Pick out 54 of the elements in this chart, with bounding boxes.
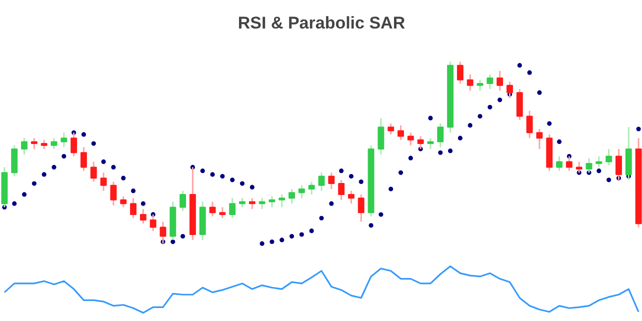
candlestick — [566, 156, 572, 172]
candlestick — [576, 160, 582, 174]
candlestick — [596, 156, 602, 168]
candlestick — [239, 197, 246, 208]
candlestick — [586, 157, 592, 174]
candlestick — [80, 146, 87, 172]
candlestick — [278, 194, 286, 208]
candlestick — [437, 122, 444, 148]
candlestick — [209, 201, 216, 218]
candlestick — [229, 197, 236, 219]
candlestick — [328, 172, 335, 190]
candlestick — [40, 139, 48, 150]
candlestick — [456, 60, 464, 84]
candlestick — [516, 88, 523, 121]
candlestick — [378, 117, 384, 156]
candlestick — [180, 190, 186, 212]
candlestick — [526, 110, 533, 139]
candlestick — [417, 136, 424, 150]
candlestick — [407, 132, 414, 146]
candlestick — [308, 180, 315, 196]
candlestick — [606, 148, 612, 166]
candlestick — [496, 70, 504, 92]
candlestick — [348, 190, 354, 204]
candlestick — [466, 74, 474, 92]
candlestick — [398, 124, 404, 141]
candlestick — [298, 184, 305, 199]
candlestick — [556, 156, 562, 172]
candlestick — [130, 197, 136, 219]
candlestick — [11, 144, 18, 178]
candlestick — [150, 214, 156, 232]
candlestick — [140, 208, 146, 224]
candlestick — [427, 137, 434, 150]
candlestick — [536, 128, 543, 150]
candlestick — [70, 132, 78, 158]
candlestick — [60, 132, 68, 148]
candlestick — [388, 122, 394, 136]
candlestick — [50, 137, 58, 150]
candlestick — [288, 188, 295, 204]
candlestick — [90, 160, 97, 182]
candlestick — [318, 172, 325, 192]
candlestick — [219, 206, 226, 219]
candlestick — [258, 197, 266, 210]
candlestick — [30, 137, 38, 150]
candlestick — [110, 180, 117, 206]
candlestick — [358, 194, 364, 223]
candlestick — [338, 179, 345, 201]
candlestick — [21, 137, 28, 156]
candlestick — [120, 196, 127, 208]
candlestick — [248, 197, 256, 210]
chart-title: RSI & Parabolic SAR — [238, 14, 406, 32]
candlestick — [486, 74, 494, 90]
candlestick — [476, 79, 484, 92]
candlestick — [100, 172, 107, 192]
candlestick — [268, 196, 276, 208]
